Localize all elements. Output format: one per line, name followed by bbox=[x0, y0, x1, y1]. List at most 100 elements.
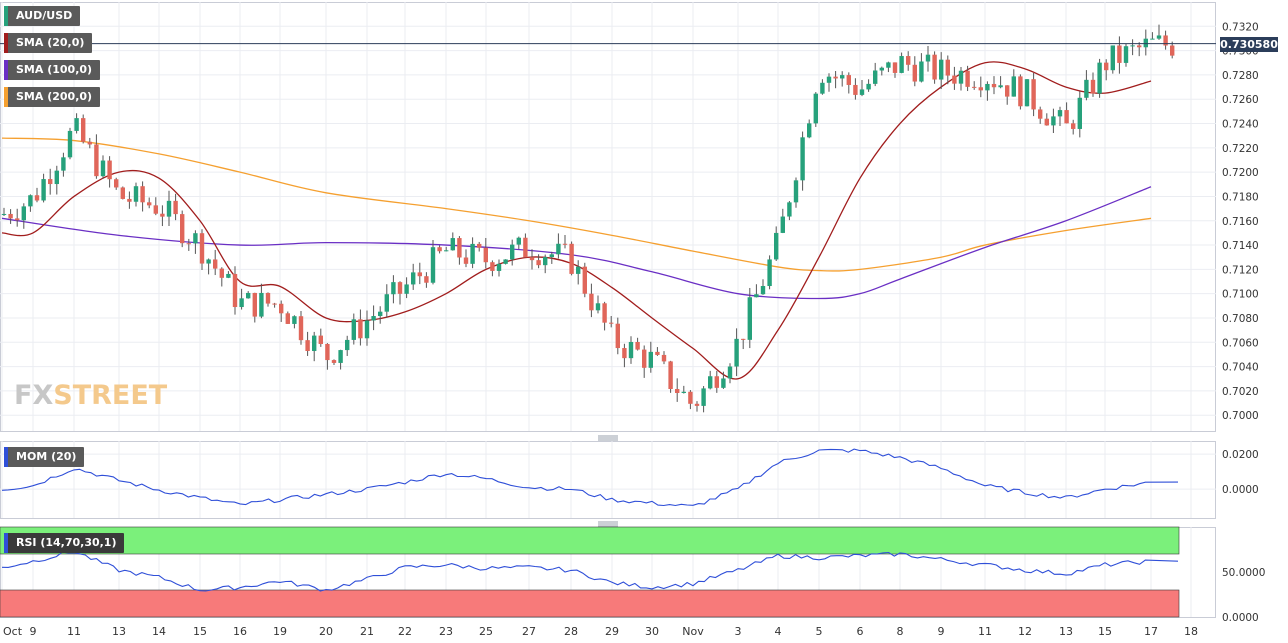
candle bbox=[94, 134, 99, 179]
candle-body bbox=[998, 85, 1003, 88]
candle-body bbox=[272, 303, 277, 305]
candle-body bbox=[1163, 35, 1168, 46]
candle bbox=[444, 246, 449, 252]
candle bbox=[1084, 70, 1089, 101]
candle-body bbox=[430, 247, 436, 283]
candle bbox=[635, 337, 640, 351]
candle bbox=[246, 291, 251, 299]
candle-body bbox=[675, 389, 680, 393]
candle bbox=[932, 51, 937, 84]
candle bbox=[681, 385, 686, 394]
candle bbox=[232, 266, 238, 315]
candle bbox=[331, 359, 337, 365]
sma100-line bbox=[1, 186, 1152, 300]
legend-sma100[interactable]: SMA (100,0) bbox=[4, 60, 101, 80]
candle-body bbox=[529, 257, 535, 261]
candle-body bbox=[668, 361, 673, 390]
rsi-zones bbox=[0, 526, 1180, 618]
candle-body bbox=[543, 257, 548, 266]
candle-body bbox=[1011, 76, 1016, 97]
y-tick-label: 0.7240 bbox=[1222, 119, 1259, 131]
legend-sma200[interactable]: SMA (200,0) bbox=[4, 87, 101, 107]
candle bbox=[609, 316, 614, 328]
x-tick-label: 13 bbox=[112, 625, 126, 638]
candle-body bbox=[912, 64, 917, 82]
candle bbox=[516, 236, 521, 250]
candle-body bbox=[925, 54, 931, 62]
candle bbox=[991, 76, 997, 95]
candle bbox=[549, 251, 554, 264]
candle-body bbox=[1130, 45, 1135, 47]
candle bbox=[166, 190, 172, 227]
candle-body bbox=[74, 118, 79, 131]
candle bbox=[1077, 91, 1082, 138]
candle bbox=[820, 79, 825, 95]
candle bbox=[1064, 102, 1069, 124]
x-tick-label: 3 bbox=[735, 625, 742, 638]
candle bbox=[741, 338, 746, 350]
y-tick-label: 0.7000 bbox=[1222, 410, 1259, 422]
candle-body bbox=[496, 263, 502, 271]
candle-body bbox=[694, 403, 700, 406]
candle-body bbox=[985, 83, 990, 91]
legend-label: SMA (200,0) bbox=[16, 90, 93, 103]
candle bbox=[1, 207, 7, 216]
candle-body bbox=[569, 243, 574, 274]
candle bbox=[239, 288, 244, 310]
candle bbox=[569, 241, 574, 276]
candle bbox=[285, 311, 290, 324]
candle bbox=[404, 277, 409, 299]
candle bbox=[1104, 59, 1109, 81]
y-tick-label: 0.7100 bbox=[1222, 289, 1259, 301]
candle-body bbox=[61, 157, 66, 171]
indicator-lines bbox=[1, 448, 1179, 592]
candle bbox=[391, 275, 396, 304]
candle-body bbox=[721, 378, 726, 388]
candle-body bbox=[609, 322, 614, 324]
candle bbox=[463, 249, 469, 268]
candle-body bbox=[147, 202, 152, 206]
pane-main bbox=[0, 2, 1216, 432]
rsi-overbought-zone bbox=[0, 526, 1180, 555]
y-tick-label: 0.7220 bbox=[1222, 143, 1259, 155]
x-tick-label: 23 bbox=[439, 625, 453, 638]
candle-body bbox=[1084, 79, 1089, 98]
candle bbox=[15, 208, 20, 227]
pane-splitters bbox=[598, 435, 618, 527]
candle bbox=[252, 292, 257, 323]
candle bbox=[965, 65, 970, 92]
candle bbox=[1117, 36, 1122, 74]
candle bbox=[1170, 41, 1175, 59]
candle bbox=[925, 45, 931, 72]
candle bbox=[325, 343, 330, 370]
candle bbox=[800, 131, 805, 191]
legend-rsi[interactable]: RSI (14,70,30,1) bbox=[4, 533, 125, 553]
x-tick-label: 12 bbox=[1018, 625, 1032, 638]
candle bbox=[1097, 58, 1102, 98]
candle bbox=[919, 53, 924, 83]
candle-body bbox=[754, 294, 759, 298]
candle bbox=[793, 177, 799, 208]
candle bbox=[259, 283, 264, 319]
candle bbox=[193, 230, 198, 254]
legend-sma20[interactable]: SMA (20,0) bbox=[4, 33, 93, 53]
y-tick-label: 0.7020 bbox=[1222, 386, 1259, 398]
candle-body bbox=[54, 170, 59, 185]
candle-body bbox=[437, 247, 442, 252]
candle bbox=[642, 345, 647, 378]
x-tick-label: 15 bbox=[193, 625, 207, 638]
legend-mom[interactable]: MOM (20) bbox=[4, 447, 85, 467]
candle-body bbox=[516, 237, 521, 245]
candle bbox=[523, 233, 528, 258]
candle-body bbox=[246, 292, 251, 299]
legend-aud-usd[interactable]: AUD/USD bbox=[4, 6, 81, 26]
candle bbox=[576, 260, 581, 285]
candle bbox=[595, 295, 601, 314]
candle-body bbox=[958, 70, 964, 84]
candle bbox=[1130, 39, 1135, 56]
candle-body bbox=[463, 257, 469, 264]
candle-body bbox=[351, 319, 356, 340]
candle-body bbox=[1005, 85, 1010, 97]
candle bbox=[661, 351, 667, 365]
